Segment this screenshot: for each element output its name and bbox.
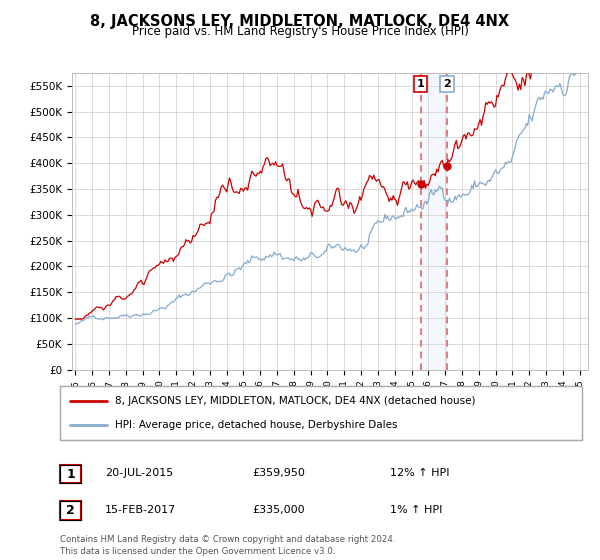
Text: 12% ↑ HPI: 12% ↑ HPI [390,468,449,478]
Text: 2: 2 [66,504,75,517]
Text: Price paid vs. HM Land Registry's House Price Index (HPI): Price paid vs. HM Land Registry's House … [131,25,469,38]
Text: 1% ↑ HPI: 1% ↑ HPI [390,505,442,515]
Text: 1: 1 [66,468,75,480]
Text: 15-FEB-2017: 15-FEB-2017 [105,505,176,515]
Text: HPI: Average price, detached house, Derbyshire Dales: HPI: Average price, detached house, Derb… [115,420,397,430]
Text: 1: 1 [417,79,425,89]
Bar [421,73,447,370]
Text: £359,950: £359,950 [252,468,305,478]
Text: £335,000: £335,000 [252,505,305,515]
Text: 8, JACKSONS LEY, MIDDLETON, MATLOCK, DE4 4NX: 8, JACKSONS LEY, MIDDLETON, MATLOCK, DE4… [91,14,509,29]
Text: 20-JUL-2015: 20-JUL-2015 [105,468,173,478]
Text: Contains HM Land Registry data © Crown copyright and database right 2024.
This d: Contains HM Land Registry data © Crown c… [60,535,395,556]
Text: 8, JACKSONS LEY, MIDDLETON, MATLOCK, DE4 4NX (detached house): 8, JACKSONS LEY, MIDDLETON, MATLOCK, DE4… [115,396,475,406]
Text: 2: 2 [443,79,451,89]
